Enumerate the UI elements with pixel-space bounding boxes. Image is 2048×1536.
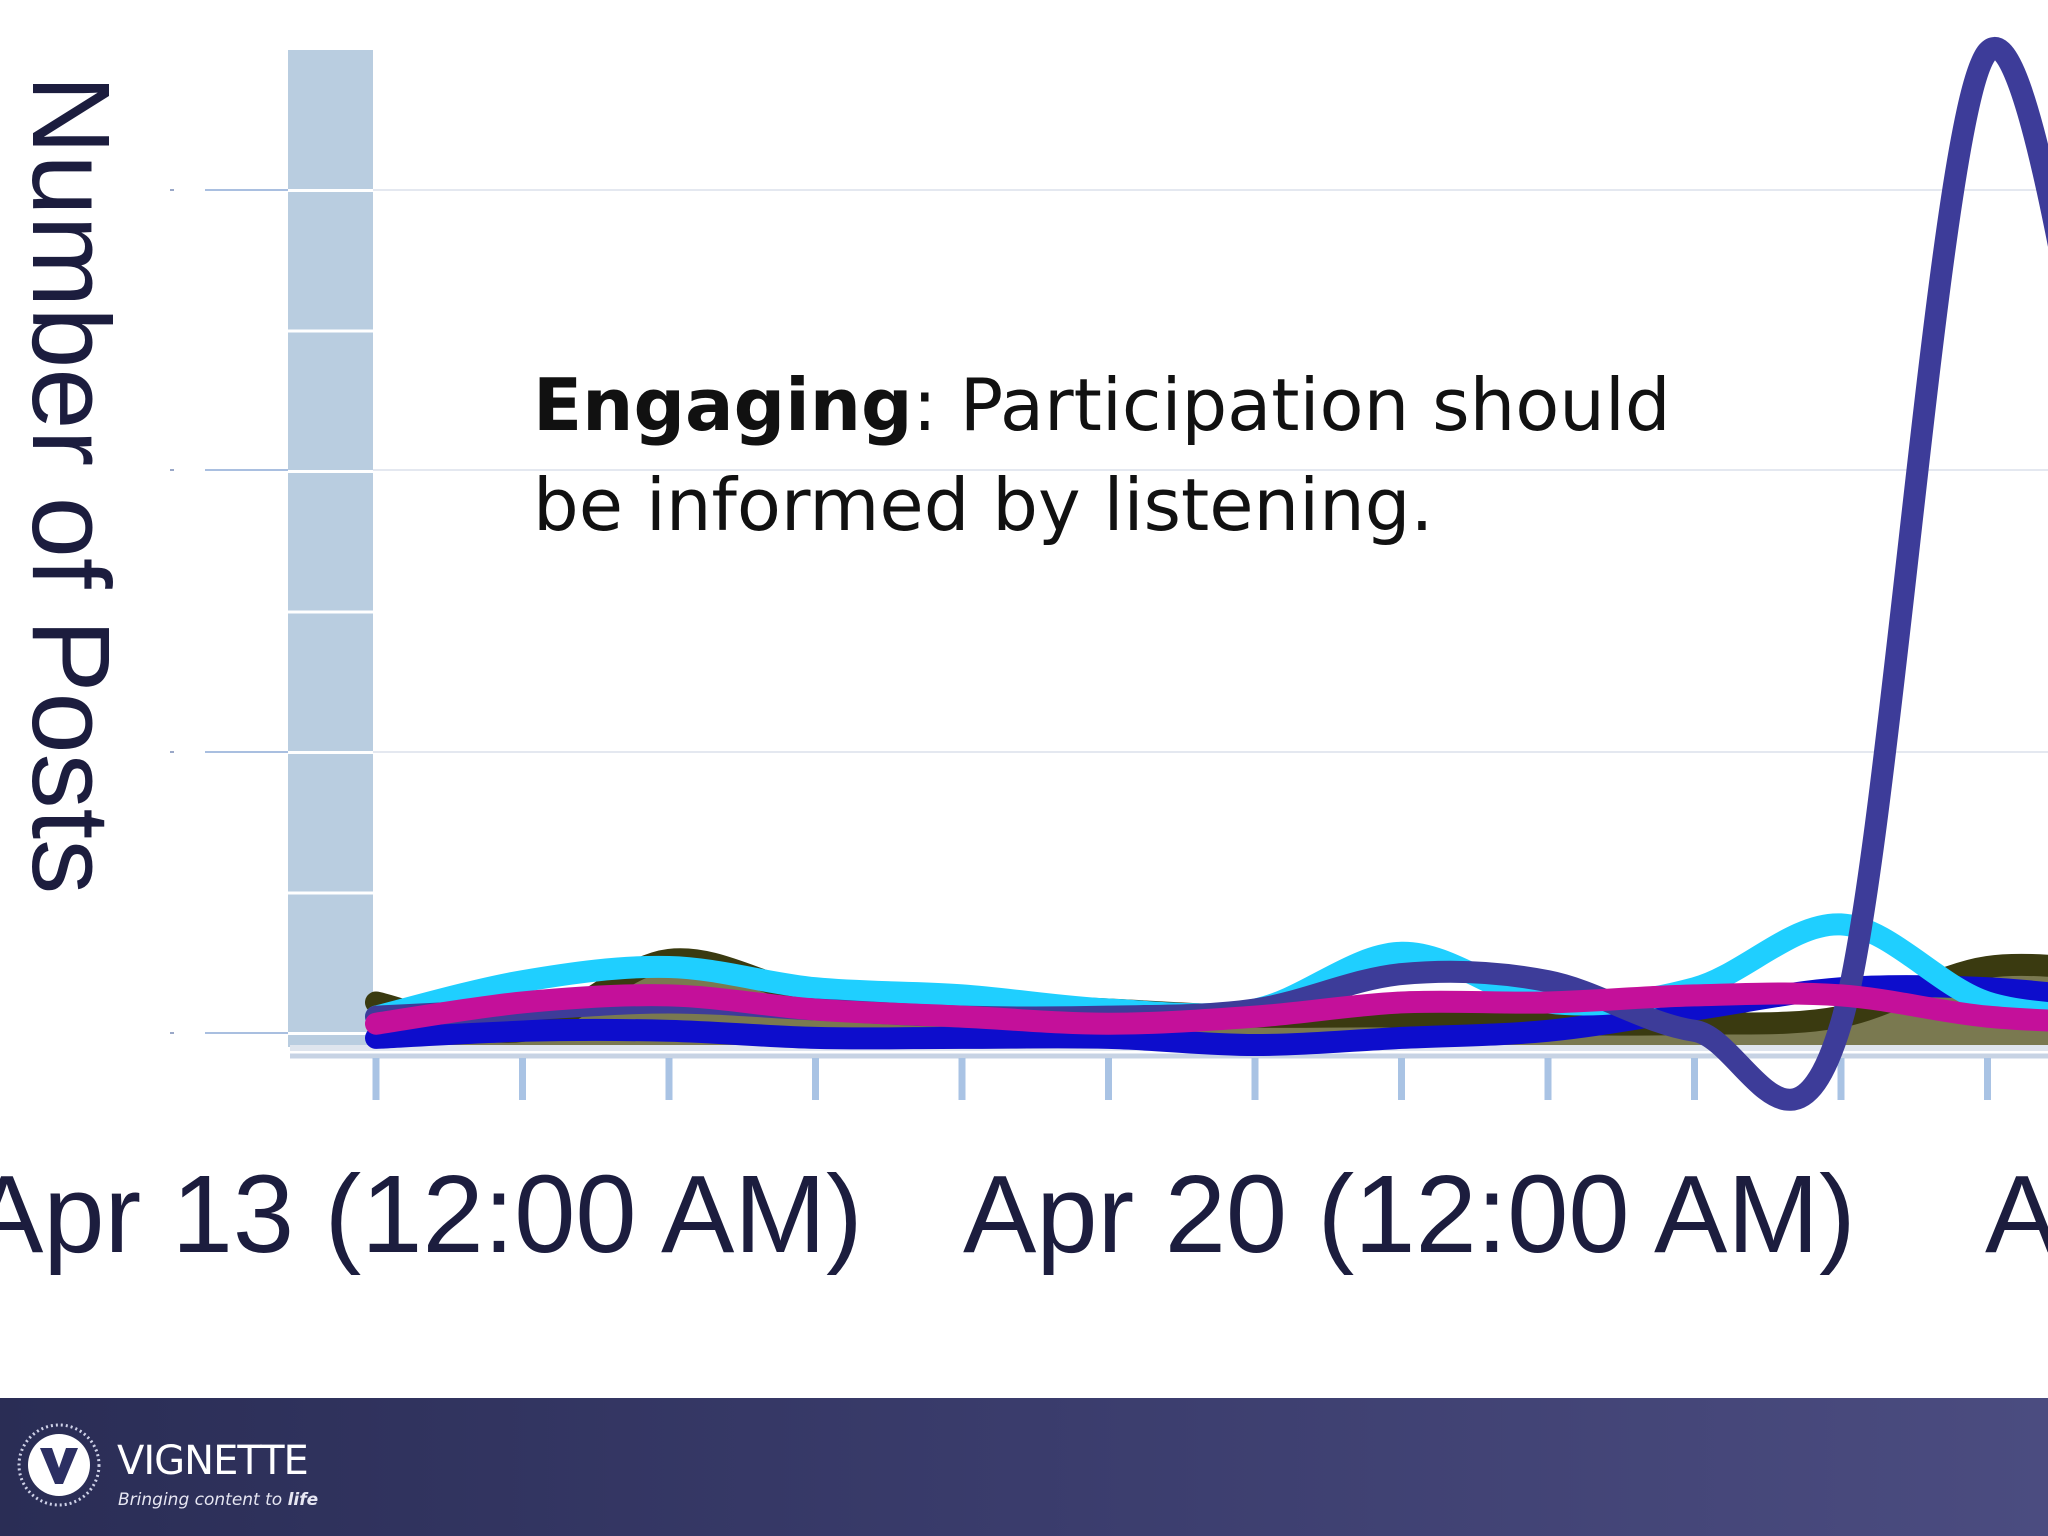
callout-bold: Engaging [533,363,913,447]
x-tick-label-apr13: Apr 13 (12:00 AM) [0,1153,863,1276]
series-area-olive [376,959,2048,1045]
y-tick-dot [170,189,174,191]
y-tick-dot [170,1032,174,1034]
y-axis-label-wrap: Number of Posts [0,0,140,1000]
vignette-logo-icon [17,1423,101,1507]
brand-tagline: Bringing content to life [118,1490,318,1510]
grid-lines [170,189,2048,1034]
y-axis-label: Number of Posts [9,75,132,895]
y-tick-dot [170,469,174,471]
series-line-4 [365,982,2048,1035]
plot-background [288,50,373,1047]
y-tick-dot [170,751,174,753]
chart-area [170,37,2048,1111]
callout-rest: : Participation should be informed by li… [533,363,1671,547]
y-axis-band [288,50,373,1047]
footer-bar: VIGNETTE Bringing content to life [0,1398,2048,1536]
x-tick-label-cut: A [1985,1153,2048,1276]
series-lines [365,37,2048,1111]
callout-text: Engaging: Participation should be inform… [533,355,1783,555]
x-tick-label-apr20: Apr 20 (12:00 AM) [963,1153,1856,1276]
tagline-prefix: Bringing content to [118,1490,288,1510]
tagline-emphasis: life [287,1490,319,1510]
brand-name: VIGNETTE [117,1438,309,1484]
